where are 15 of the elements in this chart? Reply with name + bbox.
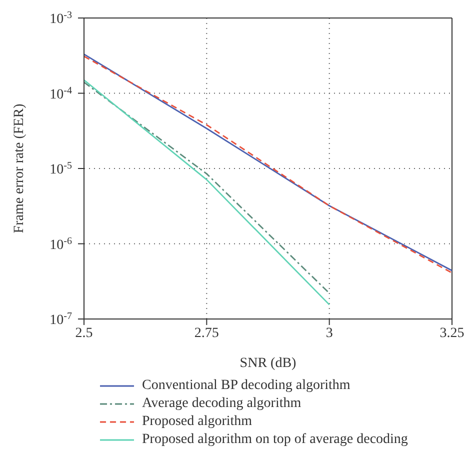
y-tick-label: 10$^{-3}$ <box>50 10 72 27</box>
x-axis-title: SNR (dB) <box>240 356 297 371</box>
x-tick-label: 3.25 <box>440 326 464 341</box>
y-axis-title: Frame error rate (FER) <box>12 103 27 234</box>
y-tick-label: 10$^{-5}$ <box>50 160 72 178</box>
y-tick-label: 10$^{-6}$ <box>50 235 72 253</box>
x-tick-label: 2.75 <box>194 326 219 341</box>
legend-label: Conventional BP decoding algorithm <box>142 378 350 394</box>
legend-label: Average decoding algorithm <box>142 396 302 412</box>
x-tick-label: 2.5 <box>75 326 93 341</box>
y-tick-label: 10$^{-7}$ <box>50 310 72 328</box>
y-tick-label: 10$^{-4}$ <box>50 84 72 102</box>
legend-label: Proposed algorithm on top of average decoding <box>142 432 408 448</box>
x-tick-label: 3 <box>326 326 333 341</box>
legend-label: Proposed algorithm <box>142 414 252 430</box>
